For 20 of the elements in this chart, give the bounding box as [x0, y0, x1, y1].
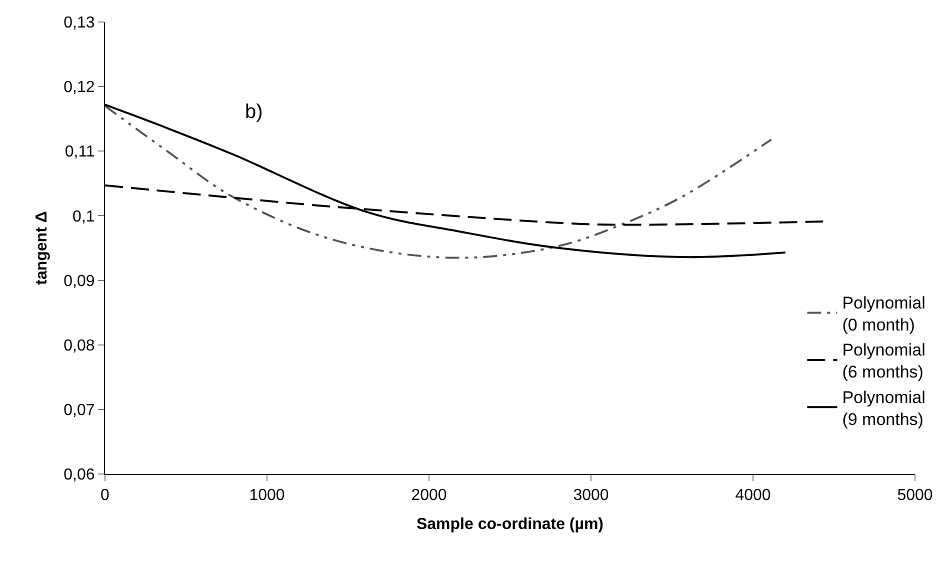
y-tick-label: 0,12: [64, 79, 95, 96]
annotation: b): [245, 101, 263, 123]
legend-label: Polynomial (0 month): [842, 293, 926, 334]
x-tick-label: 3000: [573, 487, 609, 504]
x-tick-label: 5000: [897, 487, 933, 504]
x-tick-label: 1000: [249, 487, 285, 504]
y-axis-title: tangent Δ: [34, 211, 51, 285]
y-tick-label: 0,1: [72, 208, 95, 226]
y-tick-label: 0,07: [64, 402, 95, 420]
legend-label: Polynomial (9 months): [842, 388, 926, 429]
x-tick-label: 4000: [735, 487, 771, 504]
x-tick-label: 2000: [411, 487, 447, 504]
x-axis-title: Sample co-ordinate (µm): [416, 516, 604, 533]
y-tick-label: 0,13: [64, 14, 95, 32]
y-tick-label: 0,08: [64, 337, 95, 354]
y-tick-label: 0,09: [64, 272, 95, 290]
y-tick-label: 0,06: [64, 466, 95, 484]
y-tick-label: 0,11: [64, 144, 95, 161]
x-tick-label: 0: [100, 487, 110, 504]
legend-label: Polynomial (6 months): [842, 340, 926, 382]
